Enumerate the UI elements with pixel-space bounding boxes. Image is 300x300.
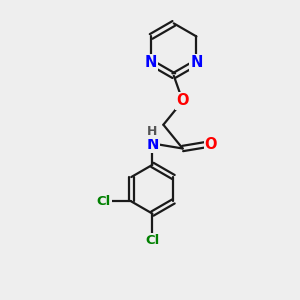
Text: O: O [176, 94, 189, 109]
Text: N: N [145, 55, 157, 70]
Text: N: N [190, 55, 202, 70]
Text: N: N [146, 136, 159, 152]
Text: Cl: Cl [97, 195, 111, 208]
Text: O: O [205, 136, 217, 152]
Text: Cl: Cl [145, 234, 160, 248]
Text: H: H [147, 125, 158, 138]
